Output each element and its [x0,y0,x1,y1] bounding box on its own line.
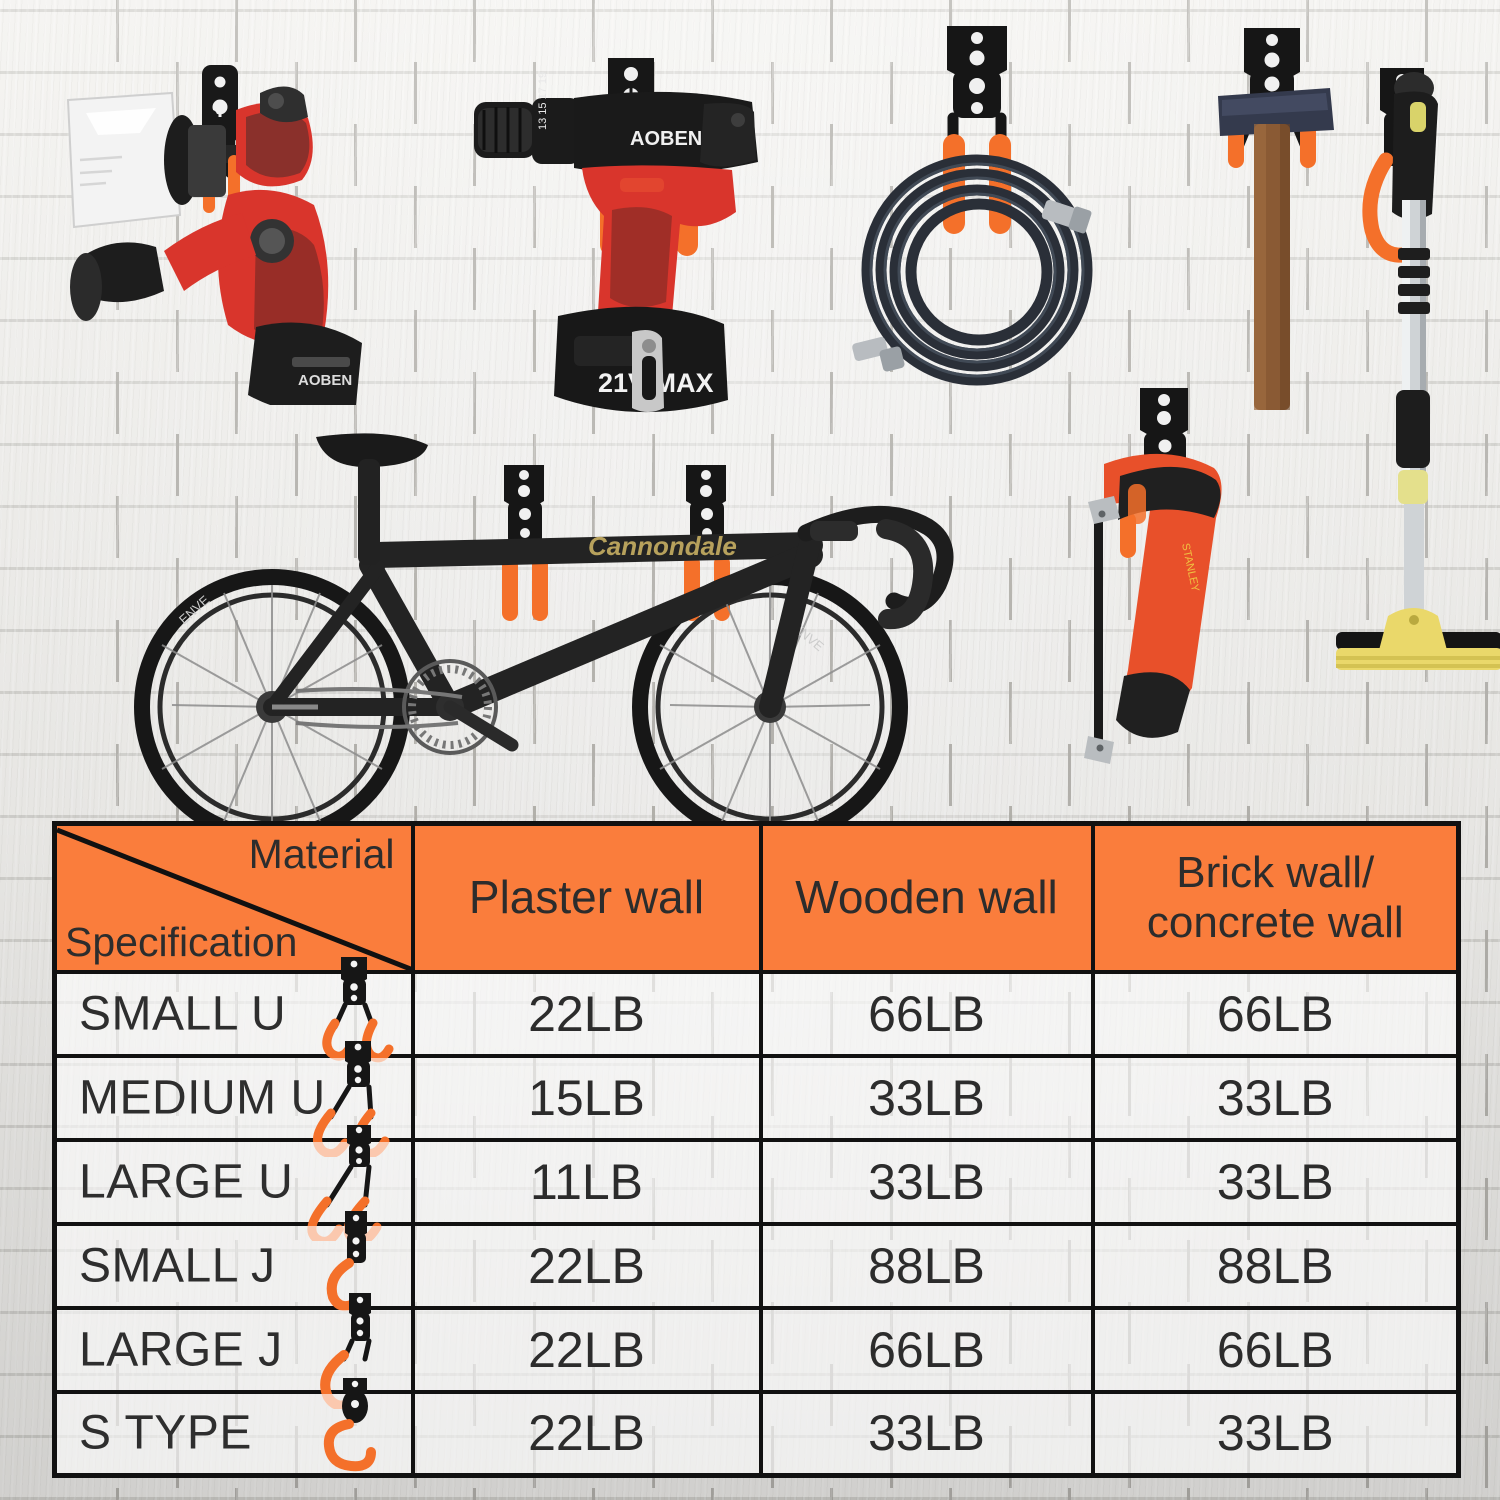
spec-label: S TYPE [79,1406,252,1460]
table-row: SMALL J 22LB 88LB 88LB [52,1210,1461,1311]
brick-course [0,1488,1500,1500]
spec-cell-s-type: S TYPE [52,1378,415,1478]
value-plaster: 22LB [410,1305,763,1394]
spec-label: SMALL U [79,987,287,1040]
value-plaster: 22LB [410,1389,763,1478]
table-row: LARGE U 11LB 33LB 33LB [52,1124,1461,1246]
product-floor-squeegee [1336,60,1500,760]
brick-course [0,434,1500,496]
table-row: SMALL U 22LB 66LB 66LB [52,956,1461,1062]
load-capacity-table: Material Specification Plaster wall Wood… [52,821,1461,1478]
value-wooden: 33LB [758,1137,1095,1226]
product-cordless-drill: 13 15 17 19 AOBEN 21V MAX [470,50,800,440]
header-material-label: Material [248,831,395,877]
spec-label: LARGE J [79,1323,283,1376]
svg-text:Cannondale: Cannondale [588,531,737,561]
table-header-row: Material Specification Plaster wall Wood… [52,821,1461,974]
value-wooden: 33LB [758,1389,1095,1478]
product-coiled-hose [835,22,1135,402]
brick-course [0,620,1500,682]
diagonal-divider [57,826,411,970]
value-brick: 66LB [1090,969,1461,1058]
value-wooden: 66LB [758,1305,1095,1394]
spec-label: MEDIUM U [79,1071,326,1124]
table-row: S TYPE 22LB 33LB 33LB [52,1378,1461,1478]
s-type-hook-icon [305,1374,401,1492]
value-brick: 33LB [1090,1137,1461,1226]
value-plaster: 15LB [410,1053,763,1142]
header-brick-line1: Brick wall/ [1176,848,1375,898]
header-plaster-wall: Plaster wall [410,821,763,974]
table-row: MEDIUM U 15LB 33LB 33LB [52,1040,1461,1158]
value-brick: 33LB [1090,1053,1461,1142]
header-corner-cell: Material Specification [52,821,415,974]
header-brick-concrete-wall: Brick wall/ concrete wall [1090,821,1461,974]
header-brick-line2: concrete wall [1146,897,1404,947]
table-row: LARGE J 22LB 66LB 66LB [52,1292,1461,1410]
product-sledgehammer [1196,24,1396,414]
value-wooden: 33LB [758,1053,1095,1142]
value-wooden: 66LB [758,969,1095,1058]
brick-course [0,682,1500,744]
value-plaster: 11LB [410,1137,763,1226]
spec-cell-small-j: SMALL J [52,1210,415,1311]
spec-label: SMALL J [79,1239,276,1292]
value-plaster: 22LB [410,969,763,1058]
svg-text:AOBEN: AOBEN [298,372,352,389]
svg-text:13 15 17 19: 13 15 17 19 [537,72,549,130]
spec-label: LARGE U [79,1155,294,1208]
product-paint-sprayer: AOBEN [60,55,410,413]
spec-cell-large-u: LARGE U [52,1124,415,1246]
product-hacksaw: STANLEY [1084,384,1294,774]
header-wooden-wall: Wooden wall [758,821,1095,974]
header-specification-label: Specification [65,919,298,966]
svg-text:AOBEN: AOBEN [630,128,702,150]
value-brick: 33LB [1090,1389,1461,1478]
value-brick: 66LB [1090,1305,1461,1394]
value-plaster: 22LB [410,1221,763,1310]
product-road-bike: ENVE ENVE [120,415,1020,845]
value-wooden: 88LB [758,1221,1095,1310]
value-brick: 88LB [1090,1221,1461,1310]
